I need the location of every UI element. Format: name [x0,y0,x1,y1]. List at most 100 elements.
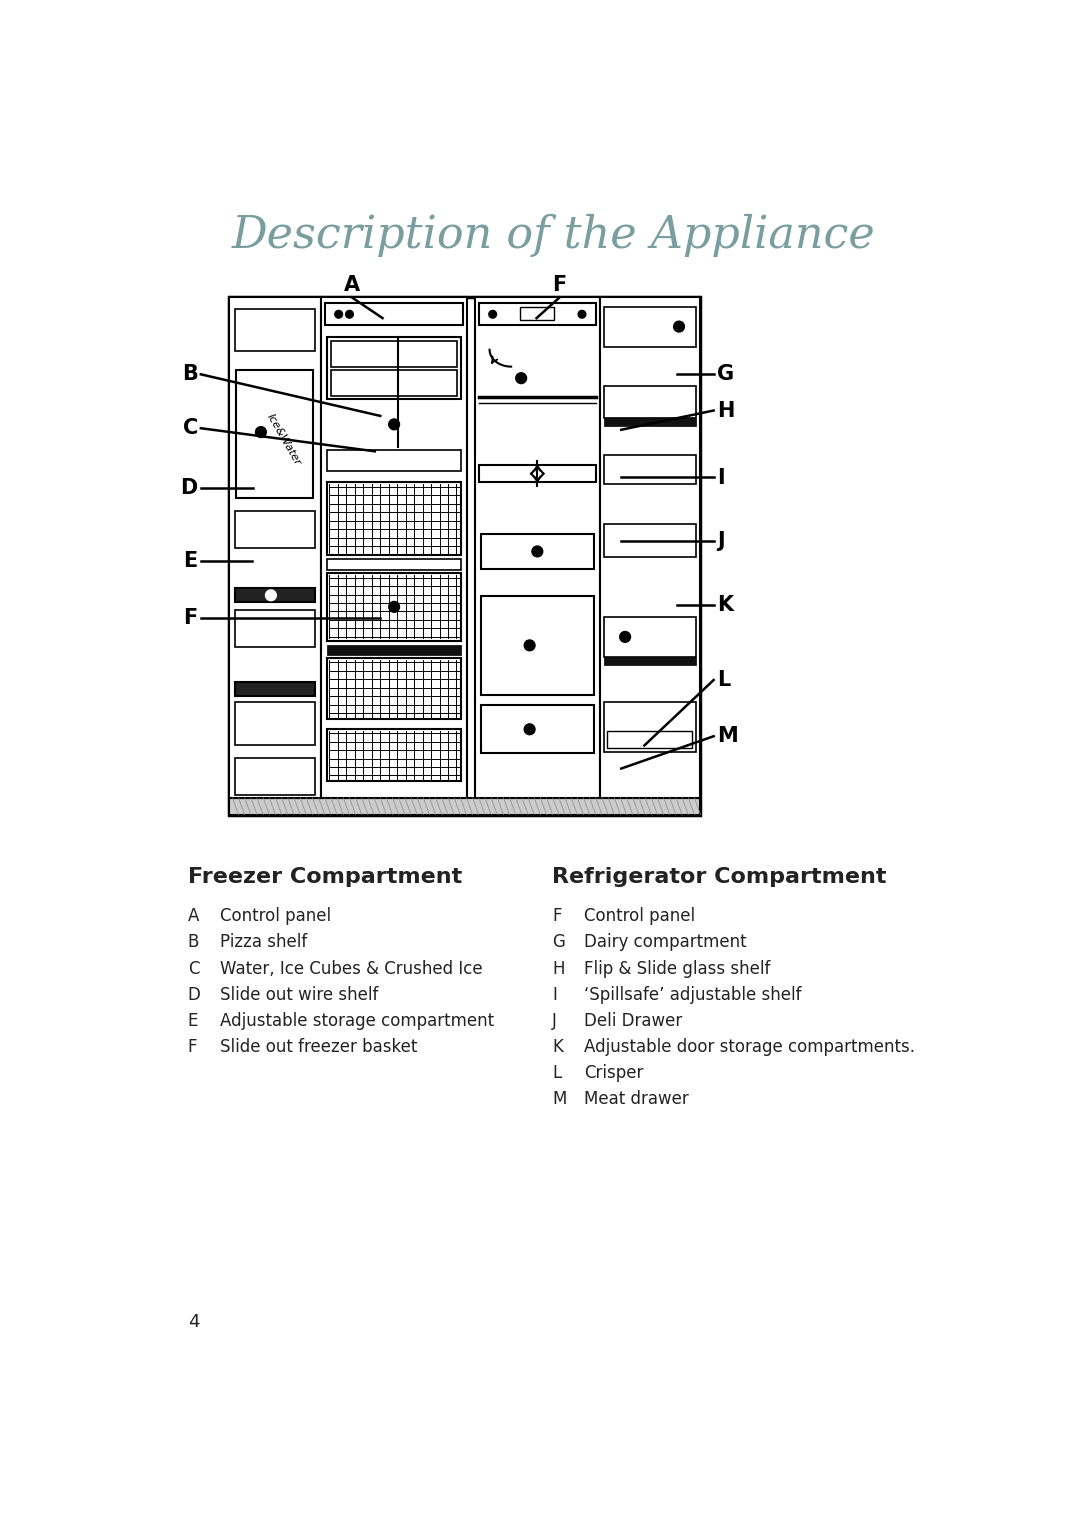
Text: C: C [183,419,198,439]
Bar [237,370,313,498]
Text: F: F [552,908,562,924]
Bar [604,657,696,665]
Bar [229,798,700,814]
Text: Adjustable storage compartment: Adjustable storage compartment [220,1012,495,1030]
Text: Refrigerator Compartment: Refrigerator Compartment [552,866,887,888]
Bar [234,309,314,351]
Text: Description of the Appliance: Description of the Appliance [231,214,876,257]
Text: I: I [717,468,725,487]
Bar [229,298,321,798]
Text: K: K [717,596,733,616]
Bar [234,610,314,646]
Text: L: L [717,669,730,691]
Text: B: B [188,934,199,952]
Bar [330,370,457,396]
Bar [327,657,461,720]
Bar [481,535,594,568]
Circle shape [524,724,535,735]
Text: G: G [552,934,565,952]
Text: Freezer Compartment: Freezer Compartment [188,866,462,888]
Text: Deli Drawer: Deli Drawer [584,1012,683,1030]
Text: Flip & Slide glass shelf: Flip & Slide glass shelf [584,960,771,978]
Text: M: M [552,1091,566,1108]
Text: F: F [184,608,198,628]
Bar [234,683,314,697]
Text: F: F [188,1038,198,1056]
Bar [607,730,692,747]
Text: I: I [552,986,557,1004]
Text: D: D [188,986,201,1004]
Bar [604,524,696,556]
Text: L: L [552,1063,562,1082]
Text: Meat drawer: Meat drawer [584,1091,689,1108]
Text: M: M [717,726,738,746]
Text: A: A [343,275,360,295]
Text: ‘Spillsafe’ adjustable shelf: ‘Spillsafe’ adjustable shelf [584,986,801,1004]
Circle shape [346,310,353,318]
Bar [327,573,461,640]
Circle shape [524,640,535,651]
Circle shape [489,310,497,318]
Text: Control panel: Control panel [220,908,332,924]
Text: Ice&Water: Ice&Water [266,413,302,468]
Bar [604,419,696,426]
Text: Pizza shelf: Pizza shelf [220,934,308,952]
Bar [234,703,314,744]
Circle shape [674,321,685,332]
Text: Slide out wire shelf: Slide out wire shelf [220,986,378,1004]
Text: 4: 4 [188,1313,199,1331]
Text: C: C [188,960,199,978]
Bar [478,304,596,325]
Bar [521,307,554,321]
Bar [604,617,696,657]
Bar [327,559,461,570]
Bar [604,387,696,419]
Text: Control panel: Control panel [584,908,696,924]
Bar [604,455,696,484]
Bar [330,341,457,367]
Bar [327,729,461,781]
Text: H: H [552,960,565,978]
Bar [325,304,463,325]
Text: A: A [188,908,199,924]
Text: J: J [552,1012,557,1030]
Circle shape [389,419,400,429]
Circle shape [532,545,543,556]
Bar [234,758,314,795]
Circle shape [266,590,276,601]
Bar [234,512,314,549]
Bar [327,449,461,471]
Circle shape [578,310,585,318]
Text: E: E [184,550,198,570]
Bar [481,706,594,753]
Text: B: B [181,364,198,385]
Text: Adjustable door storage compartments.: Adjustable door storage compartments. [584,1038,916,1056]
Circle shape [335,310,342,318]
Bar [327,338,461,399]
Bar [234,588,314,602]
Bar [327,483,461,555]
Text: H: H [717,400,734,420]
Bar [327,645,461,654]
Text: F: F [553,275,567,295]
Text: Crisper: Crisper [584,1063,644,1082]
Text: Dairy compartment: Dairy compartment [584,934,747,952]
Bar [478,465,596,483]
Circle shape [516,373,527,384]
Bar [599,298,700,798]
Text: E: E [188,1012,198,1030]
Bar [321,298,468,798]
Circle shape [256,426,267,437]
Bar [475,298,599,798]
Text: Slide out freezer basket: Slide out freezer basket [220,1038,418,1056]
Text: D: D [180,478,198,498]
Circle shape [389,602,400,613]
Bar [604,701,696,752]
Bar [481,596,594,695]
Text: Water, Ice Cubes & Crushed Ice: Water, Ice Cubes & Crushed Ice [220,960,483,978]
Circle shape [620,631,631,642]
Text: J: J [717,532,725,552]
Bar [229,298,700,814]
Bar [604,307,696,347]
Text: K: K [552,1038,563,1056]
